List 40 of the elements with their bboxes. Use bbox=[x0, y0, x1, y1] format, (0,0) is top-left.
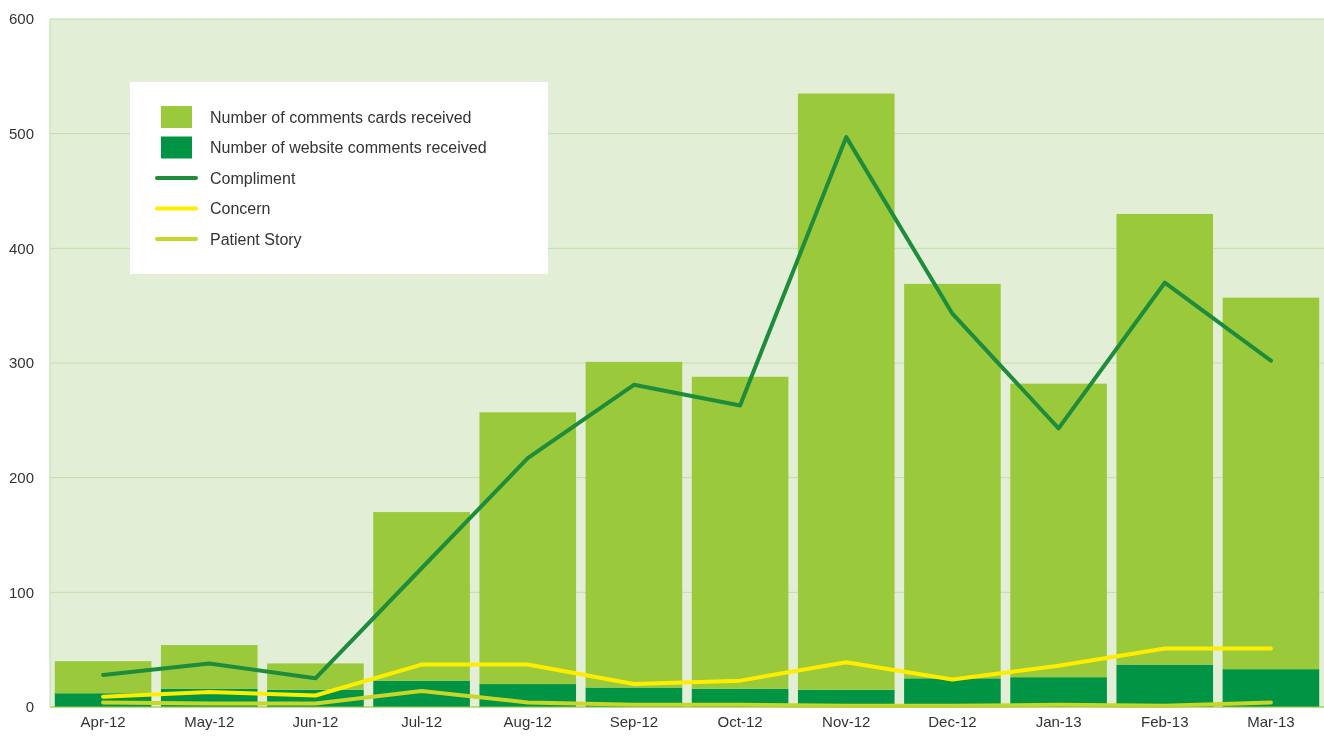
x-tick-label: Jan-13 bbox=[1035, 713, 1082, 730]
bar bbox=[1116, 664, 1214, 707]
bar bbox=[797, 93, 895, 690]
y-tick-label: 400 bbox=[8, 239, 34, 257]
y-tick-label: 300 bbox=[8, 354, 34, 372]
bar bbox=[585, 361, 683, 688]
x-tick-label: Sep-12 bbox=[609, 713, 659, 730]
x-tick-label: Apr-12 bbox=[80, 713, 126, 730]
bar bbox=[1222, 297, 1320, 670]
bar bbox=[1116, 213, 1214, 665]
y-tick-label: 200 bbox=[8, 468, 34, 486]
bar bbox=[904, 283, 1001, 679]
x-tick-label: Mar-13 bbox=[1247, 713, 1295, 730]
legend-label: Patient Story bbox=[210, 230, 302, 248]
line-series bbox=[101, 135, 1273, 681]
y-tick-label: 600 bbox=[8, 10, 34, 28]
legend-label: Concern bbox=[210, 200, 271, 218]
y-tick-label: 500 bbox=[8, 124, 34, 142]
line-series bbox=[101, 688, 1273, 708]
bar bbox=[160, 645, 258, 689]
bar bbox=[373, 512, 470, 681]
x-tick-label: Jul-12 bbox=[401, 713, 443, 730]
bar bbox=[54, 661, 152, 694]
legend-label: Number of website comments received bbox=[210, 139, 487, 157]
bar bbox=[479, 412, 577, 685]
x-tick-label: Aug-12 bbox=[503, 713, 552, 730]
bar bbox=[691, 376, 789, 689]
x-tick-label: Dec-12 bbox=[928, 713, 977, 730]
legend-label: Number of comments cards received bbox=[210, 108, 472, 126]
x-tick-label: Feb-13 bbox=[1140, 713, 1189, 730]
bar bbox=[1222, 669, 1320, 707]
x-tick-label: Nov-12 bbox=[822, 713, 871, 730]
x-tick-label: Jun-12 bbox=[292, 713, 339, 730]
y-tick-label: 0 bbox=[25, 698, 34, 716]
line-series bbox=[101, 646, 1273, 699]
bar bbox=[1010, 383, 1107, 678]
x-tick-label: Oct-12 bbox=[717, 713, 763, 730]
x-tick-label: May-12 bbox=[184, 713, 235, 730]
y-tick-label: 100 bbox=[8, 583, 34, 601]
legend-label: Compliment bbox=[210, 169, 296, 187]
